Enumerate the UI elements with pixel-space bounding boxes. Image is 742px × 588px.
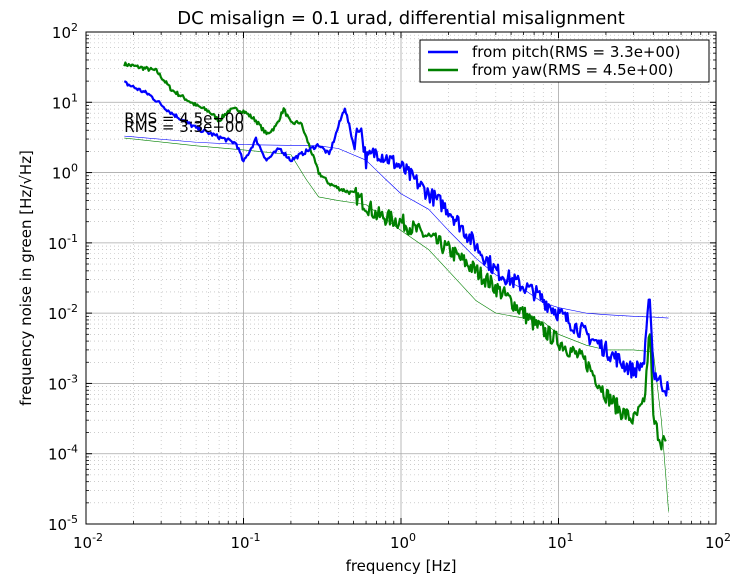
y-tick-label: 10-2 <box>48 302 78 323</box>
legend-label-yaw: from yaw(RMS = 4.5e+00) <box>472 61 673 79</box>
y-tick-label: 10-4 <box>48 443 78 464</box>
grid-layer <box>85 31 717 525</box>
x-tick-label: 101 <box>547 531 573 552</box>
rms-annotation: RMS = 4.5e+00 <box>124 109 244 127</box>
legend-box <box>419 39 710 83</box>
rms-series-line <box>124 137 669 512</box>
y-tick-label: 102 <box>52 21 78 42</box>
legend-label-pitch: from pitch(RMS = 3.3e+00) <box>472 43 680 61</box>
y-tick-label: 101 <box>52 91 78 112</box>
rms-annotation: RMS = 3.3e+00 <box>124 118 244 136</box>
chart-title: DC misalign = 0.1 urad, differential mis… <box>177 8 625 29</box>
y-tick-label: 100 <box>52 162 78 183</box>
legend: from pitch(RMS = 3.3e+00) from yaw(RMS =… <box>419 39 710 83</box>
y-tick-label: 10-5 <box>48 513 78 534</box>
series-layer <box>123 61 670 512</box>
x-axis-label: frequency [Hz] <box>346 557 457 575</box>
x-tick-label: 10-1 <box>230 531 260 552</box>
y-tick-label: 10-1 <box>48 232 78 253</box>
x-tick-label: 100 <box>390 531 416 552</box>
series-line <box>123 80 670 397</box>
series-line <box>123 61 667 451</box>
y-tick-label: 10-3 <box>48 372 78 393</box>
tick-layer: 10-2 10-1 100 101 102 10-5 10-4 10-3 10-2 10-1 100… <box>48 21 731 552</box>
x-tick-label: 102 <box>705 531 731 552</box>
x-tick-label: 10-2 <box>73 531 103 552</box>
y-axis-label: frequency noise in green [Hz/√Hz] <box>17 150 35 406</box>
